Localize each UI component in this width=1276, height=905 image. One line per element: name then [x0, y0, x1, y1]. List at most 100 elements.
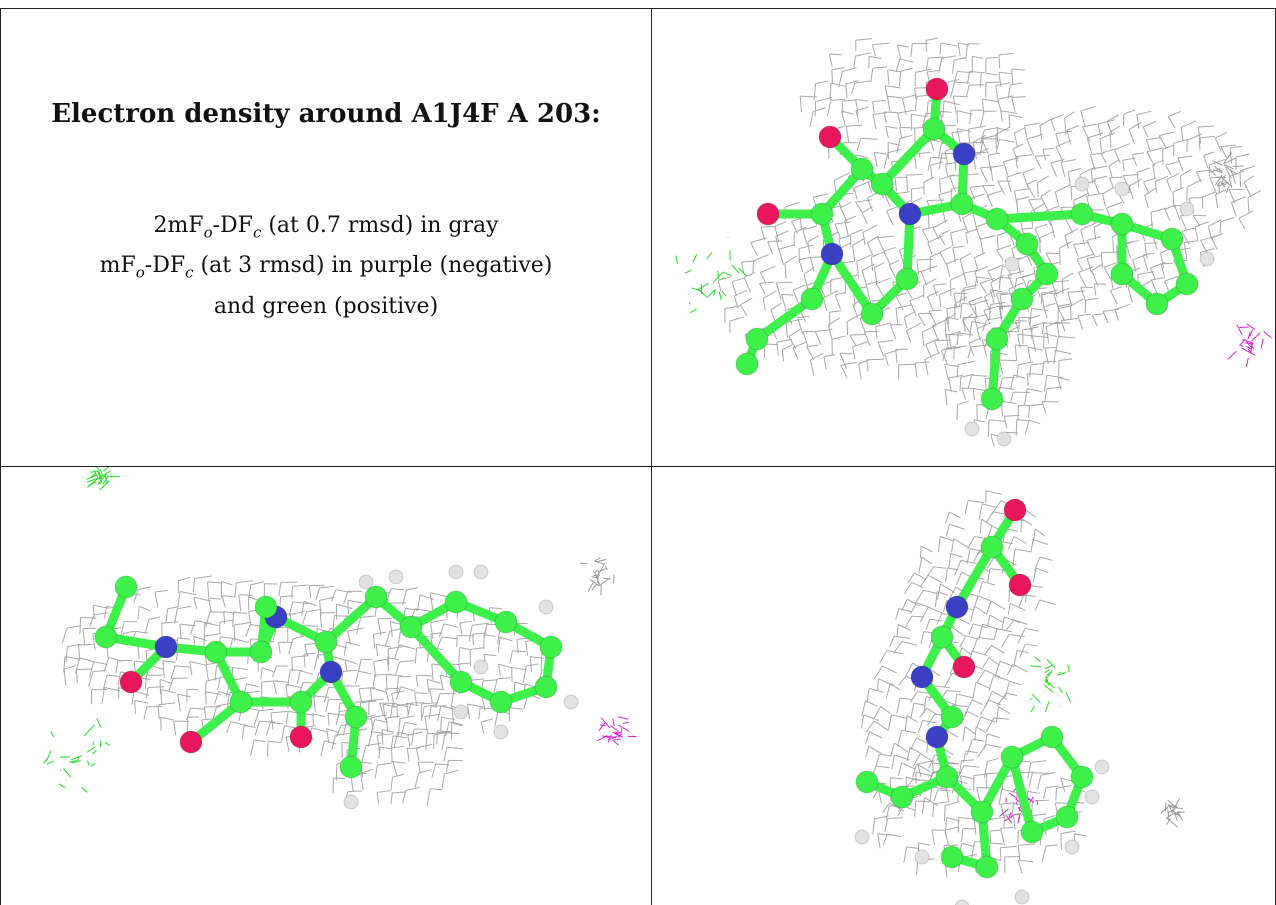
carbon-atom — [364, 585, 388, 609]
density-fragment-right — [1160, 798, 1185, 828]
carbon-atom — [800, 287, 824, 311]
oxygen-atom — [179, 730, 203, 754]
density-mesh-upper — [799, 37, 1026, 171]
carbon-atom — [950, 192, 974, 216]
oxygen-atom — [818, 125, 842, 149]
hydrogen-atom — [358, 574, 374, 590]
ligand-model-bottom-right — [854, 498, 1110, 905]
hydrogen-atom — [538, 599, 554, 615]
hydrogen-atom — [493, 724, 509, 740]
carbon-atom — [940, 705, 964, 729]
hydrogen-atom — [1064, 839, 1080, 855]
carbon-atom — [204, 640, 228, 664]
carbon-atom — [539, 635, 563, 659]
carbon-atom — [289, 690, 313, 714]
bond — [877, 124, 939, 189]
carbon-atom — [1015, 232, 1039, 256]
density-mesh-lower — [331, 690, 464, 806]
nitrogen-atom — [820, 242, 844, 266]
hydrogen-atom — [1199, 251, 1215, 267]
carbon-atom — [735, 352, 759, 376]
carbon-atom — [1055, 805, 1079, 829]
grid-border-left — [0, 8, 1, 905]
carbon-atom — [810, 202, 834, 226]
carbon-atom — [1020, 820, 1044, 844]
carbon-atom — [970, 800, 994, 824]
carbon-atom — [229, 690, 253, 714]
oxygen-atom — [1003, 498, 1027, 522]
oxygen-atom — [1008, 573, 1032, 597]
bond — [321, 592, 381, 647]
carbon-atom — [94, 625, 118, 649]
hydrogen-atom — [1004, 256, 1020, 272]
carbon-atom — [1010, 287, 1034, 311]
carbon-atom — [930, 625, 954, 649]
hydrogen-atom — [1094, 759, 1110, 775]
nitrogen-atom — [945, 595, 969, 619]
negative-density-right — [1227, 323, 1272, 367]
molecule-render-top-right — [675, 37, 1272, 447]
carbon-atom — [314, 630, 338, 654]
hydrogen-atom — [954, 899, 970, 905]
ligand-model-top-right — [735, 77, 1215, 447]
caption-line-1: 2mFo-DFc (at 0.7 rmsd) in gray — [153, 213, 499, 242]
oxygen-atom — [925, 77, 949, 101]
carbon-atom — [870, 172, 894, 196]
carbon-atom — [980, 387, 1004, 411]
carbon-atom — [534, 675, 558, 699]
hydrogen-atom — [388, 569, 404, 585]
caption-description: 2mFo-DFc (at 0.7 rmsd) in gray mFo-DFc (… — [1, 209, 651, 323]
hydrogen-atom — [1114, 181, 1130, 197]
carbon-atom — [1000, 745, 1024, 769]
carbon-atom — [940, 845, 964, 869]
positive-density-top — [86, 467, 121, 491]
carbon-atom — [444, 590, 468, 614]
grid-border-center — [651, 8, 652, 905]
carbon-atom — [745, 327, 769, 351]
nitrogen-atom — [319, 660, 343, 684]
carbon-atom — [975, 855, 999, 879]
bond — [952, 542, 997, 612]
carbon-atom — [339, 755, 363, 779]
carbon-atom — [1070, 202, 1094, 226]
nitrogen-atom — [154, 635, 178, 659]
oxygen-atom — [952, 655, 976, 679]
hydrogen-atom — [473, 564, 489, 580]
hydrogen-atom — [1179, 201, 1195, 217]
bond — [827, 249, 877, 319]
molecule-render-bottom-left — [43, 467, 637, 810]
carbon-atom — [860, 302, 884, 326]
positive-density-left — [43, 718, 111, 793]
carbon-atom — [985, 327, 1009, 351]
carbon-atom — [935, 765, 959, 789]
grid-border-top — [0, 8, 1276, 9]
bond — [406, 622, 466, 687]
carbon-atom — [890, 785, 914, 809]
nitrogen-atom — [910, 665, 934, 689]
oxygen-atom — [119, 670, 143, 694]
density-fragment-right — [579, 557, 615, 596]
carbon-atom — [1110, 262, 1134, 286]
caption-line-3: and green (positive) — [213, 293, 439, 319]
molecule-render-bottom-right — [854, 490, 1185, 905]
carbon-atom — [850, 157, 874, 181]
caption-cell: Electron density around A1J4F A 203: 2mF… — [1, 9, 651, 466]
caption-line-2: mFo-DFc (at 3 rmsd) in purple (negative) — [99, 253, 553, 282]
hydrogen-atom — [996, 431, 1012, 447]
hydrogen-atom — [1084, 789, 1100, 805]
caption-title: Electron density around A1J4F A 203: — [51, 99, 601, 129]
oxygen-atom — [289, 725, 313, 749]
hydrogen-atom — [563, 694, 579, 710]
hydrogen-atom — [343, 794, 359, 810]
bond — [1007, 752, 1037, 837]
hydrogen-atom — [1014, 889, 1030, 905]
hydrogen-atom — [914, 849, 930, 865]
carbon-atom — [1160, 227, 1184, 251]
positive-density-right — [1029, 656, 1072, 713]
hydrogen-atom — [448, 564, 464, 580]
density-view-bottom-left — [1, 467, 651, 905]
density-fragment-right — [1209, 152, 1244, 194]
hydrogen-atom — [453, 704, 469, 720]
nitrogen-atom — [952, 142, 976, 166]
